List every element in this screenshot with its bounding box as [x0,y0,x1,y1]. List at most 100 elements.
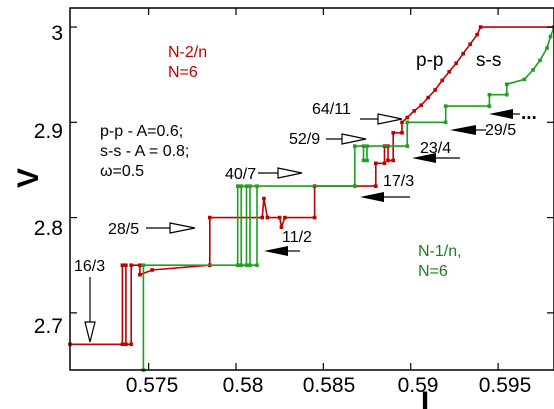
series-point-s-s [487,92,492,97]
annotation-n6-top: N=6 [168,64,198,81]
series-point-p-p [454,61,458,66]
series-point-s-s [487,104,492,108]
series-point-s-s [443,120,448,125]
series-point-p-p [312,215,317,220]
series-point-s-s [244,184,249,188]
series-point-p-p [138,263,142,268]
series-point-p-p [279,225,284,229]
series-point-p-p [400,130,404,135]
y-tick-label: 2.7 [34,315,63,338]
series-point-p-p [478,25,483,29]
series-point-p-p [207,215,212,220]
x-tick-label: 0.58 [223,374,264,397]
series-point-s-s [239,263,244,268]
series-point-p-p [260,215,265,220]
series-point-s-s [141,263,146,268]
series-point-p-p [440,78,444,83]
x-tick-label: 0.59 [398,374,439,397]
annotation-omega: ω=0.5 [100,163,144,180]
series-point-p-p [405,115,410,120]
series-point-p-p [468,42,472,46]
arrow-16-3 [84,277,96,343]
series-point-s-s [361,158,366,163]
series-point-s-s [365,144,369,148]
series-point-s-s [255,263,259,268]
ratio-label-40-7: 40/7 [225,166,256,183]
ratio-label-23-4: 23/4 [420,140,451,157]
series-point-s-s [505,82,509,87]
ratio-label-16-3: 16/3 [74,258,105,275]
series-point-p-p [391,158,396,163]
series-point-s-s [244,263,249,268]
series-point-p-p [412,109,417,113]
axis-ticks [70,8,554,370]
series-point-s-s [405,144,410,148]
curve-label-ss: s-s [476,50,501,71]
series-point-p-p [426,95,430,100]
arrow-23-4 [412,153,460,163]
series-point-s-s [255,184,259,188]
arrow-ellipsis [489,109,520,119]
x-tick-label: 0.595 [479,374,532,397]
series-point-s-s [405,120,410,125]
series-point-s-s [239,184,244,188]
series-point-p-p [124,263,128,268]
series-point-p-p [373,184,378,188]
series-point-p-p [447,70,451,74]
series-point-s-s [248,184,252,188]
series-point-s-s [538,58,542,63]
series-point-s-s [353,184,357,188]
ratio-label-28-5: 28/5 [108,221,139,238]
plot-series [68,25,554,372]
series-point-p-p [150,268,154,272]
arrow-17-3 [360,192,410,202]
series-point-p-p [419,103,424,107]
series-point-p-p [382,161,387,166]
series-point-s-s [235,263,240,268]
y-axis-label: V [12,168,45,188]
series-point-p-p [265,215,270,220]
series-point-p-p [124,342,128,347]
plot-frame [69,7,554,371]
annotation-ss-param: s-s - A = 0.8; [100,143,189,160]
arrow-40-7 [258,167,303,179]
arrow-29-5 [450,125,486,135]
series-point-s-s [365,158,369,163]
series-point-p-p [400,120,404,125]
series-point-p-p [283,215,287,220]
ratio-label-29-5: 29/5 [485,122,516,139]
ratio-label-64-11: 64/11 [312,101,351,118]
series-point-s-s [522,77,527,82]
series-point-p-p [475,32,479,37]
series-point-p-p [129,263,133,268]
series-point-p-p [373,161,378,166]
series-point-p-p [129,342,133,347]
ratio-label-17-3: 17/3 [383,173,414,190]
y-tick-label: 2.8 [34,217,63,240]
series-point-s-s [361,144,366,148]
ratio-label-11-2: 11/2 [282,229,312,246]
series-point-p-p [138,272,142,277]
x-tick-label: 0.585 [303,374,356,397]
series-point-p-p [120,263,125,268]
series-point-s-s [545,46,549,50]
x-axis-label: I [421,386,429,409]
arrow-52-9 [326,133,367,145]
arrow-11-2 [264,246,300,256]
series-point-p-p [391,130,396,135]
annotation-n6-bottom: N=6 [418,263,448,280]
series-point-p-p [433,88,437,92]
annotation-pp-param: p-p - A=0.6; [100,123,183,140]
series-point-s-s [235,184,240,188]
series-line-s-s [142,26,554,370]
curve-label-pp: p-p [416,50,443,71]
arrow-28-5 [146,222,196,234]
y-tick-label: 3 [51,22,63,45]
series-point-p-p [262,196,266,201]
series-point-p-p [386,158,390,163]
series-point-s-s [248,263,252,268]
annotation-n2n: N-2/n [168,44,207,61]
annotation-n1n: N-1/n, [418,243,462,260]
series-point-s-s [531,68,535,72]
